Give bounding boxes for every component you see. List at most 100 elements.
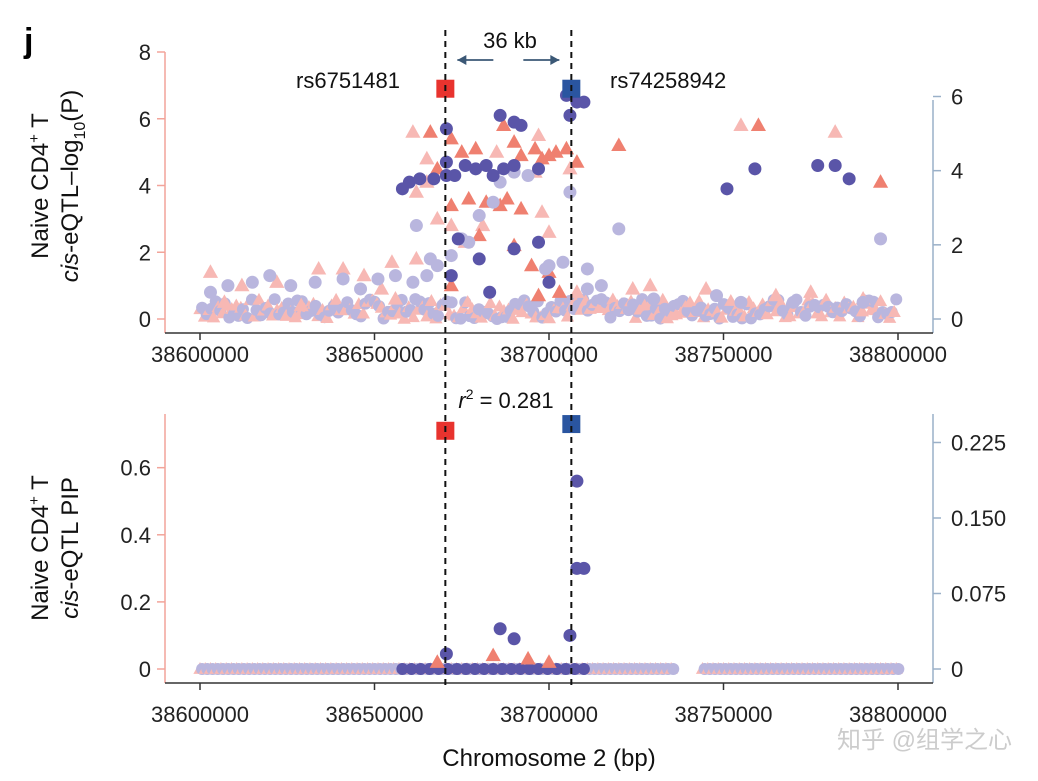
top-baseline-triangle [814,309,829,322]
top-baseline-triangle [873,294,888,307]
bottom-left-tick-label: 0.4 [120,523,151,548]
bottom-baseline-dot [667,663,680,675]
top-baseline-triangle [715,310,729,323]
top-triangle-dark [872,174,889,188]
top-dot-light [580,282,594,296]
bottom-right-tick-label: 0.150 [951,506,1006,531]
bottom-x-tick-label: 38750000 [675,702,773,727]
bottom-baseline-dot-dark [478,663,491,675]
top-baseline-triangle [320,311,334,323]
top-dot-light [539,262,553,276]
top-baseline-triangle [887,305,901,317]
top-ylabel-line2: cis-eQTL–log10(P) [57,90,89,283]
top-dot-light [563,185,577,199]
top-left-tick-label: 2 [139,240,151,265]
top-dot-dark [413,172,427,186]
top-triangle-dark [499,190,515,205]
top-baseline-triangle [261,298,275,311]
top-triangle-light [803,284,819,298]
top-x-tick-label: 38750000 [675,342,773,367]
top-left-tick-label: 4 [139,174,151,199]
top-dot-dark [469,162,483,176]
bottom-triangle-dark [485,647,501,662]
top-baseline-triangle [542,311,556,324]
top-baseline-triangle [329,292,343,305]
top-baseline-triangle [760,307,774,320]
top-baseline-triangle [252,292,266,305]
top-dot-light [308,275,322,289]
top-baseline-dot [268,293,281,306]
top-dot-dark [563,108,577,122]
top-dot-dark [458,158,472,172]
top-triangle-light [234,277,250,292]
bottom-baseline-dot-dark [505,663,518,675]
top-dot-light [556,255,570,269]
bottom-triangle-dark [520,650,536,665]
top-dot-dark [577,95,591,109]
bottom-baseline-dot-dark [469,663,482,675]
top-dot-dark [748,162,762,176]
top-triangle-light [642,277,658,292]
top-dot-dark [811,158,825,172]
top-dot-dark [448,168,462,182]
bottom-baseline-dot-dark [487,663,500,675]
bottom-triangle-dark [429,654,445,668]
top-triangle-dark [468,140,484,155]
panel-letter: j [23,22,33,60]
top-dot-dark [479,158,493,172]
top-x-tick-label: 38800000 [849,342,947,367]
top-dot-light [336,272,350,286]
x-axis-label: Chromosome 2 (bp) [442,745,655,772]
top-dot-dark [493,108,507,122]
bottom-x-tick-label: 38700000 [500,702,598,727]
top-triangle-light [387,290,404,305]
top-triangle-light [216,294,233,308]
top-dot-light [263,269,277,283]
bottom-baseline-dot-dark [532,663,545,675]
top-dot-dark [451,232,465,246]
top-dot-light [786,295,800,309]
top-right-tick-label: 4 [951,159,963,184]
top-dot-dark [497,162,511,176]
bottom-right-tick-label: 0 [951,657,963,682]
top-triangle-dark [506,134,522,148]
top-triangle-light [541,224,557,238]
top-dot-dark [507,242,521,256]
top-dot-light [284,279,298,293]
top-triangle-light [311,260,327,275]
top-dot-dark [483,285,497,299]
top-dot-light [462,235,476,249]
top-dot-dark [842,172,856,186]
top-triangle-dark [513,147,529,162]
top-dot-dark [439,122,453,136]
top-triangle-dark [523,257,540,272]
top-baseline-dot [890,293,903,306]
top-right-tick-label: 6 [951,85,963,110]
top-triangle-light [335,260,351,275]
top-baseline-dot [454,312,467,325]
distance-arrow-left-head [457,55,467,65]
top-triangle-light [625,280,641,295]
top-triangle-light [408,184,424,198]
bottom-left-tick-label: 0.6 [120,456,151,481]
bottom-right-tick-label: 0.225 [951,430,1006,455]
top-x-tick-label: 38650000 [326,342,424,367]
top-dot-dark [514,118,528,132]
top-baseline-triangle [424,294,439,306]
top-triangle-light [373,280,390,295]
top-triangle-light [356,267,372,282]
top-triangle-light [408,250,424,265]
r2-label: r2 = 0.281 [458,386,553,413]
top-dot-light [203,285,217,299]
top-dot-dark [542,275,556,289]
top-triangle-dark [611,137,627,152]
top-dot-light [371,272,385,286]
top-triangle-dark [569,154,585,168]
bottom-baseline-dot-dark [577,663,590,675]
top-dot-dark [472,252,486,266]
top-triangle-light [419,150,435,165]
bottom-dot-dark [570,474,584,488]
top-dot-dark [427,172,441,186]
bottom-dot-dark [507,632,521,646]
